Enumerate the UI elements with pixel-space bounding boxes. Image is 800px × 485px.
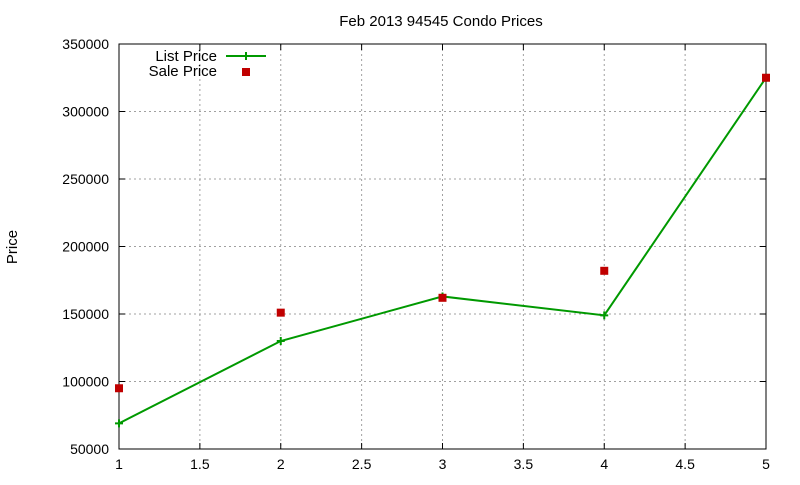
list-price-point	[115, 419, 123, 428]
grid-layer	[119, 44, 766, 449]
legend-label-list-price: List Price	[155, 48, 217, 65]
legend-marker-sale-price	[242, 68, 250, 76]
list-price-point	[276, 337, 285, 345]
chart-title: Feb 2013 94545 Condo Prices	[339, 13, 542, 30]
y-tick-label: 300000	[62, 104, 109, 120]
sale-price-point	[115, 384, 123, 393]
y-tick-label: 100000	[62, 374, 109, 390]
sale-price-point	[438, 293, 447, 302]
y-tick-label: 150000	[62, 306, 109, 322]
list-price-point	[600, 311, 609, 320]
x-tick-label: 1	[115, 456, 123, 472]
x-tick-label: 4	[600, 456, 608, 472]
x-tick-label: 2.5	[352, 456, 372, 472]
y-tick-label: 350000	[62, 36, 109, 52]
y-axis-label: Price	[4, 230, 21, 264]
y-tick-label: 50000	[70, 441, 109, 457]
x-tick-label: 3	[439, 456, 447, 472]
sale-price-point	[762, 73, 770, 82]
x-tick-label: 1.5	[190, 456, 210, 472]
y-tick-label: 200000	[62, 239, 109, 255]
y-tick-label: 250000	[62, 171, 109, 187]
legend-marker-list-price	[242, 52, 250, 60]
tick-layer: 1 1.5 2 2.5 3 3.5 4 4.5 5 50000 100000 150000 200000…	[62, 36, 770, 472]
x-tick-label: 5	[762, 456, 770, 472]
x-tick-label: 2	[277, 456, 285, 472]
sale-price-point	[276, 308, 285, 317]
legend-label-sale-price: Sale Price	[149, 63, 217, 80]
sale-price-point	[600, 266, 609, 275]
legend: List Price Sale Price	[149, 48, 266, 80]
x-tick-label: 4.5	[675, 456, 695, 472]
x-tick-label: 3.5	[514, 456, 534, 472]
series-layer	[115, 73, 770, 428]
